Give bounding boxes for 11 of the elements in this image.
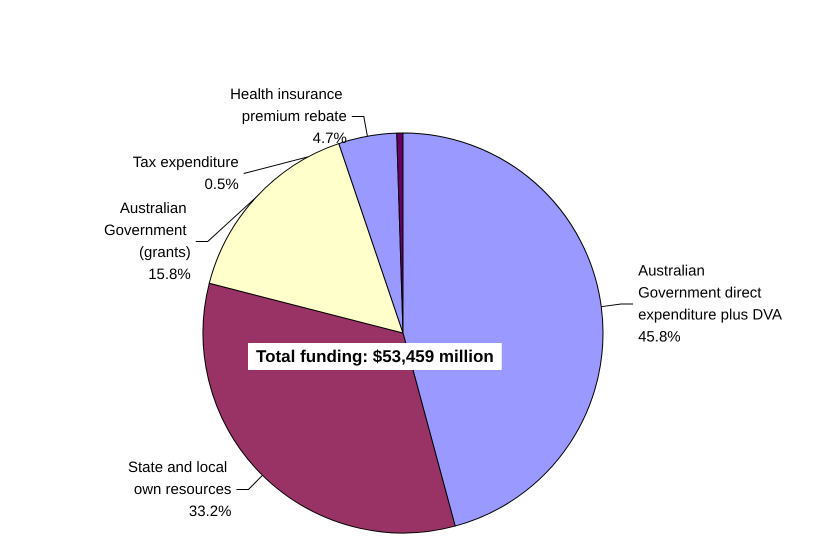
text: Total funding: $53,459 million: [256, 347, 494, 366]
slice-label: State and local own resources: [128, 459, 232, 498]
data-label: 15.8%: [148, 266, 191, 284]
slice-label: Health insurance premium rebate: [230, 86, 347, 126]
data-label: 45.8%: [638, 328, 681, 346]
data-label: 4.7%: [312, 130, 347, 148]
slice-label: Australian Government direct expenditure plus DVA: [638, 262, 782, 324]
data-label: 0.5%: [204, 176, 239, 194]
data-label: 33.2%: [188, 503, 232, 520]
slice-label: Tax expenditure: [132, 154, 239, 172]
slice-label: Australian Government (grants): [104, 200, 191, 262]
